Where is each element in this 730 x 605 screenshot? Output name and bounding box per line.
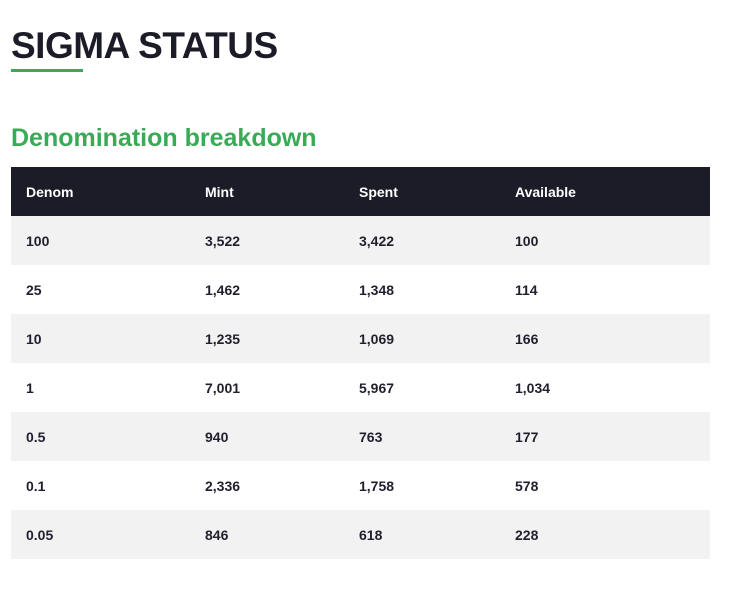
cell-available: 166 bbox=[515, 330, 539, 347]
table-header-row: Denom Mint Spent Available bbox=[11, 167, 710, 216]
cell-spent: 1,069 bbox=[359, 330, 395, 347]
cell-denom: 25 bbox=[26, 281, 42, 298]
cell-available: 100 bbox=[515, 232, 539, 249]
denomination-table: Denom Mint Spent Available 100 3,522 3,4… bbox=[11, 167, 710, 559]
table-row: 10 1,235 1,069 166 bbox=[11, 314, 710, 363]
cell-mint: 940 bbox=[205, 428, 229, 445]
table-row: 100 3,522 3,422 100 bbox=[11, 216, 710, 265]
header-denom: Denom bbox=[26, 183, 74, 200]
table-body: 100 3,522 3,422 100 25 1,462 1,348 114 1… bbox=[11, 216, 710, 559]
cell-spent: 3,422 bbox=[359, 232, 395, 249]
table-row: 0.5 940 763 177 bbox=[11, 412, 710, 461]
cell-denom: 1 bbox=[26, 379, 34, 396]
header-available: Available bbox=[515, 183, 576, 200]
table-row: 25 1,462 1,348 114 bbox=[11, 265, 710, 314]
page-title: SIGMA STATUS bbox=[11, 25, 278, 66]
table-row: 1 7,001 5,967 1,034 bbox=[11, 363, 710, 412]
cell-mint: 1,462 bbox=[205, 281, 241, 298]
cell-denom: 100 bbox=[26, 232, 50, 249]
cell-denom: 10 bbox=[26, 330, 42, 347]
title-underline bbox=[11, 69, 83, 72]
cell-denom: 0.5 bbox=[26, 428, 46, 445]
cell-mint: 1,235 bbox=[205, 330, 241, 347]
table-row: 0.1 2,336 1,758 578 bbox=[11, 461, 710, 510]
cell-available: 1,034 bbox=[515, 379, 551, 396]
section-heading: Denomination breakdown bbox=[11, 124, 317, 152]
cell-available: 114 bbox=[515, 281, 538, 298]
cell-available: 578 bbox=[515, 477, 539, 494]
cell-mint: 3,522 bbox=[205, 232, 241, 249]
cell-denom: 0.05 bbox=[26, 526, 54, 543]
cell-mint: 7,001 bbox=[205, 379, 241, 396]
header-mint: Mint bbox=[205, 183, 234, 200]
cell-available: 228 bbox=[515, 526, 539, 543]
cell-spent: 763 bbox=[359, 428, 383, 445]
header-spent: Spent bbox=[359, 183, 398, 200]
cell-spent: 5,967 bbox=[359, 379, 395, 396]
table-row: 0.05 846 618 228 bbox=[11, 510, 710, 559]
cell-mint: 846 bbox=[205, 526, 229, 543]
cell-spent: 1,758 bbox=[359, 477, 395, 494]
cell-spent: 1,348 bbox=[359, 281, 395, 298]
cell-available: 177 bbox=[515, 428, 539, 445]
table-header: Denom Mint Spent Available bbox=[11, 167, 710, 216]
cell-mint: 2,336 bbox=[205, 477, 241, 494]
cell-denom: 0.1 bbox=[26, 477, 46, 494]
cell-spent: 618 bbox=[359, 526, 383, 543]
